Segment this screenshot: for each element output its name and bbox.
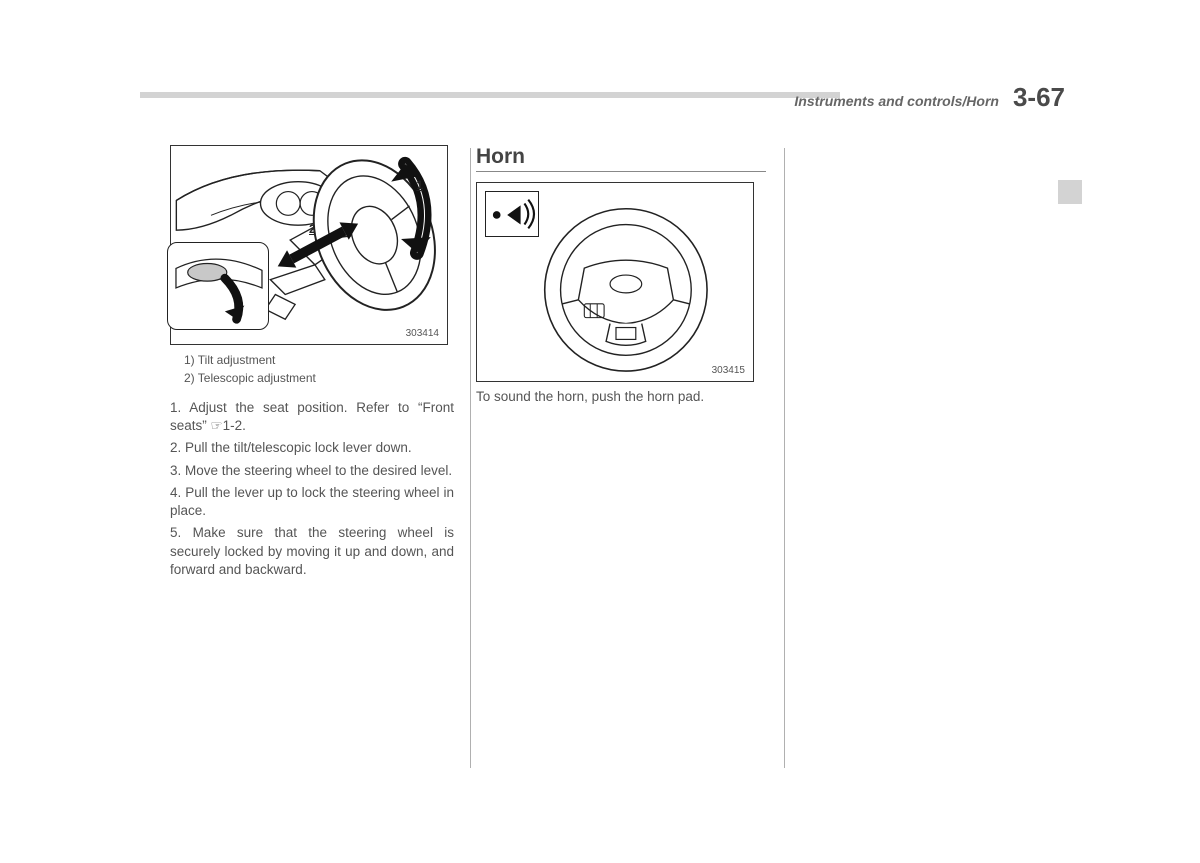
callout-1: 1 [416, 178, 423, 192]
figure-horn: 303415 [476, 182, 754, 382]
horn-text: To sound the horn, push the horn pad. [476, 388, 766, 406]
figure-id-1: 303414 [406, 328, 439, 339]
horn-icon [485, 191, 539, 237]
column-2: Horn [476, 145, 766, 583]
step-5: 5. Make sure that the steering wheel is … [170, 524, 454, 579]
step-4: 4. Pull the lever up to lock the steerin… [170, 484, 454, 520]
page-header: Instruments and controls/Horn 3-67 [794, 82, 1065, 113]
figure-id-2: 303415 [712, 365, 745, 376]
step-1: 1. Adjust the seat position. Refer to “F… [170, 399, 454, 435]
column-3 [788, 145, 1072, 583]
lever-inset-illustration [168, 243, 268, 329]
horn-instruction: To sound the horn, push the horn pad. [476, 388, 766, 406]
legend-item-2: 2) Telescopic adjustment [184, 369, 454, 387]
section-title-horn: Horn [476, 145, 766, 172]
figure-legend: 1) Tilt adjustment 2) Telescopic adjustm… [184, 351, 454, 387]
step-3: 3. Move the steering wheel to the desire… [170, 462, 454, 480]
step-2: 2. Pull the tilt/telescopic lock lever d… [170, 439, 454, 457]
column-1: 1 2 303414 1) Tilt adjustment 2) Telesco… [170, 145, 454, 583]
legend-item-1: 1) Tilt adjustment [184, 351, 454, 369]
page-number: 3-67 [1013, 82, 1065, 113]
figure-inset-lever [167, 242, 269, 330]
steps-list: 1. Adjust the seat position. Refer to “F… [170, 399, 454, 579]
callout-2: 2 [309, 222, 316, 236]
figure-tilt-telescopic: 1 2 303414 [170, 145, 448, 345]
breadcrumb: Instruments and controls/Horn [794, 93, 999, 109]
header-rule [140, 92, 840, 98]
content-area: 1 2 303414 1) Tilt adjustment 2) Telesco… [170, 145, 1090, 583]
